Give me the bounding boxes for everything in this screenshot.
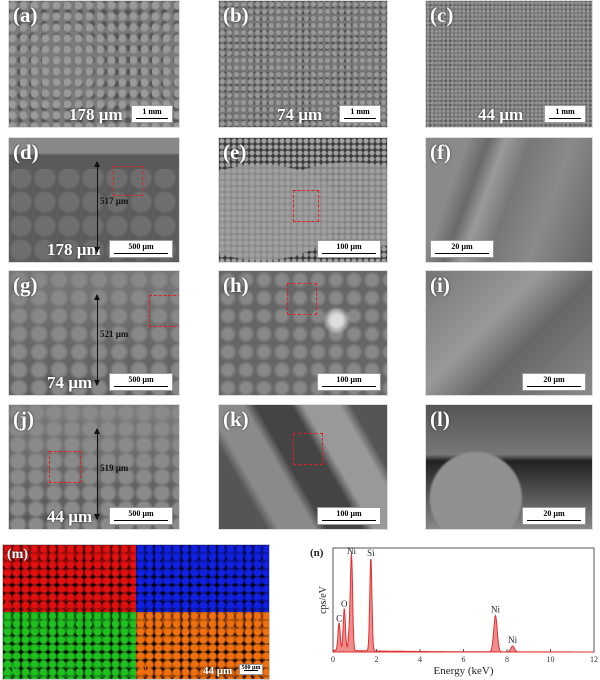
panel-label: (c) <box>430 3 454 27</box>
spectrum-series <box>332 553 594 653</box>
scale-bar: 100 µm <box>317 240 381 258</box>
thickness-arrow <box>94 161 100 253</box>
peak-label: Ni <box>508 635 517 645</box>
panel-label: (j) <box>13 407 34 431</box>
panel-label: (d) <box>13 140 39 164</box>
panel-label: (h) <box>223 273 249 297</box>
thickness-arrow <box>94 294 100 386</box>
particle-size-label: 44 µm <box>203 665 233 677</box>
panel-label: (i) <box>430 273 450 297</box>
sem-panel-k: (k) 100 µm <box>218 404 388 530</box>
scale-bar: 20 µm <box>430 240 494 258</box>
element-label: Ni <box>138 662 151 677</box>
panel-label: (a) <box>13 3 38 27</box>
element-label: Si <box>138 595 149 610</box>
sem-panel-a: (a) 178 µm 1 mm <box>8 0 180 128</box>
sem-panel-i: (i) 20 µm <box>425 270 593 396</box>
sem-panel-c: (c) 44 µm 1 mm <box>425 0 593 128</box>
zoom-region-box <box>149 295 179 327</box>
panel-label: (f) <box>430 140 451 164</box>
peak-label: O <box>341 599 348 609</box>
panel-label: (l) <box>430 407 450 431</box>
x-tick-label: 10 <box>547 655 555 664</box>
sem-panel-l: (l) 20 µm <box>425 404 593 530</box>
panel-label: (k) <box>223 407 249 431</box>
element-map-c: C <box>3 545 136 612</box>
particle-size-label: 178 µm <box>69 105 123 124</box>
scale-bar: 20 µm <box>522 507 586 525</box>
element-label: C <box>5 595 15 610</box>
scale-bar: 1 mm <box>131 105 173 123</box>
panel-label: (m) <box>7 547 28 562</box>
x-tick-label: 0 <box>331 655 335 664</box>
thickness-label: 517 µm <box>100 196 129 206</box>
zoom-region-box <box>49 451 81 483</box>
x-tick-label: 8 <box>505 655 509 664</box>
sem-panel-g: (g) 74 µm 500 µm 521 µm <box>8 270 180 396</box>
zoom-region-box <box>293 433 323 465</box>
thickness-label: 521 µm <box>100 329 129 339</box>
element-label: O <box>5 662 16 677</box>
sem-panel-e: (e) 100 µm <box>218 137 388 263</box>
x-tick-label: 2 <box>375 655 379 664</box>
eds-spectrum-chart: CO Ni Si Ni Ni 0 2 4 6 8 10 12 Energy (keV) cps/eV (n) <box>310 546 598 677</box>
peak-label: C <box>336 614 342 624</box>
peak-label: Ni <box>491 605 500 615</box>
panel-label: (b) <box>223 3 249 27</box>
panel-label: (n) <box>310 547 324 559</box>
scale-bar: 500 µm <box>109 240 173 258</box>
scale-bar: 100 µm <box>317 507 381 525</box>
sem-panel-f: (f) 20 µm <box>425 137 593 263</box>
element-map-ni: Ni <box>136 612 269 679</box>
sem-panel-j: (j) 44 µm 500 µm 519 µm <box>8 404 180 530</box>
panel-label: (g) <box>13 273 38 297</box>
thickness-arrow <box>94 428 100 520</box>
element-map-o: O <box>3 612 136 679</box>
particle-size-label: 44 µm <box>47 507 93 526</box>
thickness-label: 519 µm <box>100 463 129 473</box>
scale-bar: 500 µm <box>109 373 173 391</box>
sem-panel-b: (b) 74 µm 1 mm <box>218 0 388 128</box>
scale-bar: 500 µm <box>109 507 173 525</box>
eds-mapping-panel: C Si O Ni (m) 44 µm 500 µm <box>2 544 270 680</box>
element-map-si: Si <box>136 545 269 612</box>
x-tick-label: 6 <box>462 655 466 664</box>
x-tick-label: 12 <box>590 655 598 664</box>
y-axis-label: cps/eV <box>318 585 329 614</box>
peak-label: Ni <box>347 546 356 556</box>
particle-size-label: 44 µm <box>478 105 524 124</box>
scale-bar: 100 µm <box>317 373 381 391</box>
peak-label: Si <box>367 548 375 558</box>
scale-bar: 1 mm <box>544 105 586 123</box>
scale-bar: 1 mm <box>339 105 381 123</box>
panel-label: (e) <box>223 140 247 164</box>
zoom-region-box <box>293 190 319 222</box>
x-tick-label: 4 <box>418 655 422 664</box>
scale-bar: 20 µm <box>522 373 586 391</box>
particle-size-label: 74 µm <box>277 105 323 124</box>
zoom-region-box <box>287 283 317 315</box>
particle-size-label: 178 µm <box>47 240 101 259</box>
sem-panel-h: (h) 100 µm <box>218 270 388 396</box>
x-axis-label: Energy (keV) <box>434 665 494 677</box>
scale-bar: 500 µm <box>239 664 263 675</box>
particle-size-label: 74 µm <box>47 373 93 392</box>
sem-panel-d: (d) 178 µm 500 µm 517 µm <box>8 137 180 263</box>
zoom-region-box <box>113 166 143 196</box>
